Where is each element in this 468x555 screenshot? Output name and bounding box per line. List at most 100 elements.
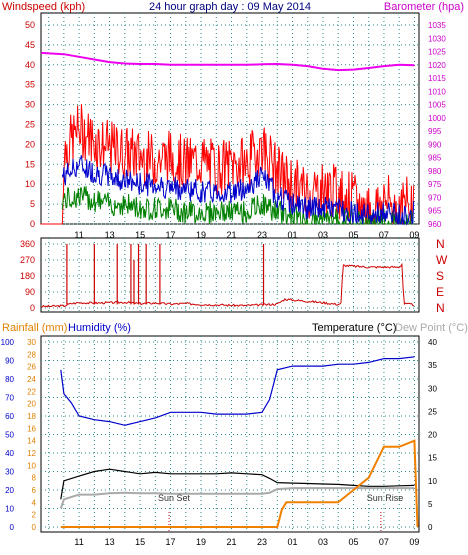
wind-gust-series <box>61 104 415 226</box>
x-tick-label: 03 <box>318 230 328 240</box>
baro-y-tick: 1010 <box>428 87 446 96</box>
x-tick-label: 13 <box>105 230 115 240</box>
humidity-y-tick: 20 <box>5 486 14 495</box>
wind-plot <box>40 51 415 226</box>
rain-y-tick: 8 <box>32 474 37 483</box>
temperature-axis-title: Temperature (°C) <box>312 322 396 334</box>
direction-plot <box>40 244 415 308</box>
rainfall-series <box>60 439 419 528</box>
rain-y-tick: 28 <box>27 350 36 359</box>
rain-y-tick: 14 <box>27 437 36 446</box>
direction-y-tick: 360 <box>20 239 35 249</box>
humidity-y-tick: 10 <box>5 505 14 514</box>
compass-label: W <box>436 253 448 267</box>
temperature-y-tick: 25 <box>428 407 437 416</box>
x-tick-label: 07 <box>379 230 389 240</box>
wind-y-tick: 15 <box>25 159 35 169</box>
baro-y-tick: 995 <box>428 127 442 136</box>
temperature-y-tick: 5 <box>428 500 433 509</box>
x-tick-label: 19 <box>196 537 206 547</box>
x-tick-label: 13 <box>105 537 115 547</box>
direction-y-tick: 270 <box>20 255 35 265</box>
baro-y-tick: 970 <box>428 193 442 202</box>
rain-axis-title: Rainfall (mm) <box>2 322 67 334</box>
x-tick-label: 09 <box>409 230 419 240</box>
x-tick-label: 15 <box>135 230 145 240</box>
wind-y-tick: 30 <box>25 100 35 110</box>
baro-y-tick: 1035 <box>428 21 446 30</box>
dewpoint-axis-title: Dew Point (°C) <box>395 322 468 334</box>
rain-y-tick: 20 <box>27 400 36 409</box>
wind-y-tick: 45 <box>25 40 35 50</box>
rain-y-tick: 16 <box>27 424 36 433</box>
wind-y-tick: 25 <box>25 120 35 130</box>
rain-y-tick: 6 <box>32 486 37 495</box>
temperature-y-tick: 10 <box>428 477 437 486</box>
rain-y-tick: 0 <box>32 523 37 532</box>
baro-y-tick: 965 <box>428 207 442 216</box>
baro-y-tick: 1005 <box>428 101 446 110</box>
rain-y-tick: 4 <box>32 498 37 507</box>
wind-y-tick: 35 <box>25 80 35 90</box>
x-tick-label: 01 <box>287 537 297 547</box>
baro-y-tick: 1025 <box>428 48 446 57</box>
x-tick-label: 05 <box>348 230 358 240</box>
baro-axis-title: Barometer (hpa) <box>384 1 464 13</box>
x-tick-label: 21 <box>227 537 237 547</box>
wind-y-tick: 20 <box>25 139 35 149</box>
x-tick-label: 17 <box>166 537 176 547</box>
barometer-series <box>40 51 415 72</box>
direction-panel-frame <box>40 237 420 313</box>
temperature-series <box>60 468 415 500</box>
rain-y-tick: 12 <box>27 449 36 458</box>
x-tick-label: 01 <box>287 230 297 240</box>
direction-y-tick: 180 <box>20 271 35 281</box>
baro-y-tick: 985 <box>428 154 442 163</box>
rain-y-tick: 24 <box>27 375 36 384</box>
baro-y-tick: 1000 <box>428 114 446 123</box>
wind-lull-series <box>61 186 414 225</box>
wind-y-tick: 50 <box>25 20 35 30</box>
baro-y-tick: 980 <box>428 167 442 176</box>
x-tick-label: 05 <box>348 537 358 547</box>
climate-panel-frame <box>40 335 420 533</box>
humidity-y-tick: 40 <box>5 449 14 458</box>
rain-y-tick: 18 <box>27 412 36 421</box>
temperature-y-tick: 15 <box>428 454 437 463</box>
wind-y-tick: 5 <box>30 199 35 209</box>
wind-y-tick: 40 <box>25 60 35 70</box>
sunrise-label: Sun Rise <box>367 493 404 503</box>
temperature-y-tick: 35 <box>428 361 437 370</box>
x-tick-label: 03 <box>318 537 328 547</box>
wind-y-tick: 10 <box>25 179 35 189</box>
temperature-y-tick: 20 <box>428 431 437 440</box>
temperature-y-tick: 0 <box>428 523 433 532</box>
humidity-y-tick: 50 <box>5 431 14 440</box>
x-tick-label: 21 <box>227 230 237 240</box>
rain-y-tick: 2 <box>32 511 37 520</box>
baro-y-tick: 1020 <box>428 61 446 70</box>
humidity-y-tick: 90 <box>5 357 14 366</box>
baro-y-tick: 975 <box>428 180 442 189</box>
baro-y-tick: 960 <box>428 220 442 229</box>
compass-label: S <box>436 269 444 283</box>
climate-plot <box>59 356 419 532</box>
compass-label: N <box>436 301 445 315</box>
temperature-y-tick: 30 <box>428 384 437 393</box>
x-tick-label: 23 <box>257 230 267 240</box>
x-tick-label: 07 <box>379 537 389 547</box>
x-tick-label: 19 <box>196 230 206 240</box>
direction-y-tick: 0 <box>30 303 35 313</box>
sunset-label: Sun Set <box>158 493 191 503</box>
wind-axis-title: Windspeed (kph) <box>2 1 85 13</box>
rain-y-tick: 10 <box>27 461 36 470</box>
humidity-y-tick: 80 <box>5 375 14 384</box>
humidity-y-tick: 70 <box>5 394 14 403</box>
x-tick-label: 11 <box>74 537 83 547</box>
humidity-y-tick: 0 <box>10 523 15 532</box>
wind-average-series <box>61 155 415 226</box>
baro-y-tick: 1030 <box>428 34 446 43</box>
baro-y-tick: 1015 <box>428 74 446 83</box>
